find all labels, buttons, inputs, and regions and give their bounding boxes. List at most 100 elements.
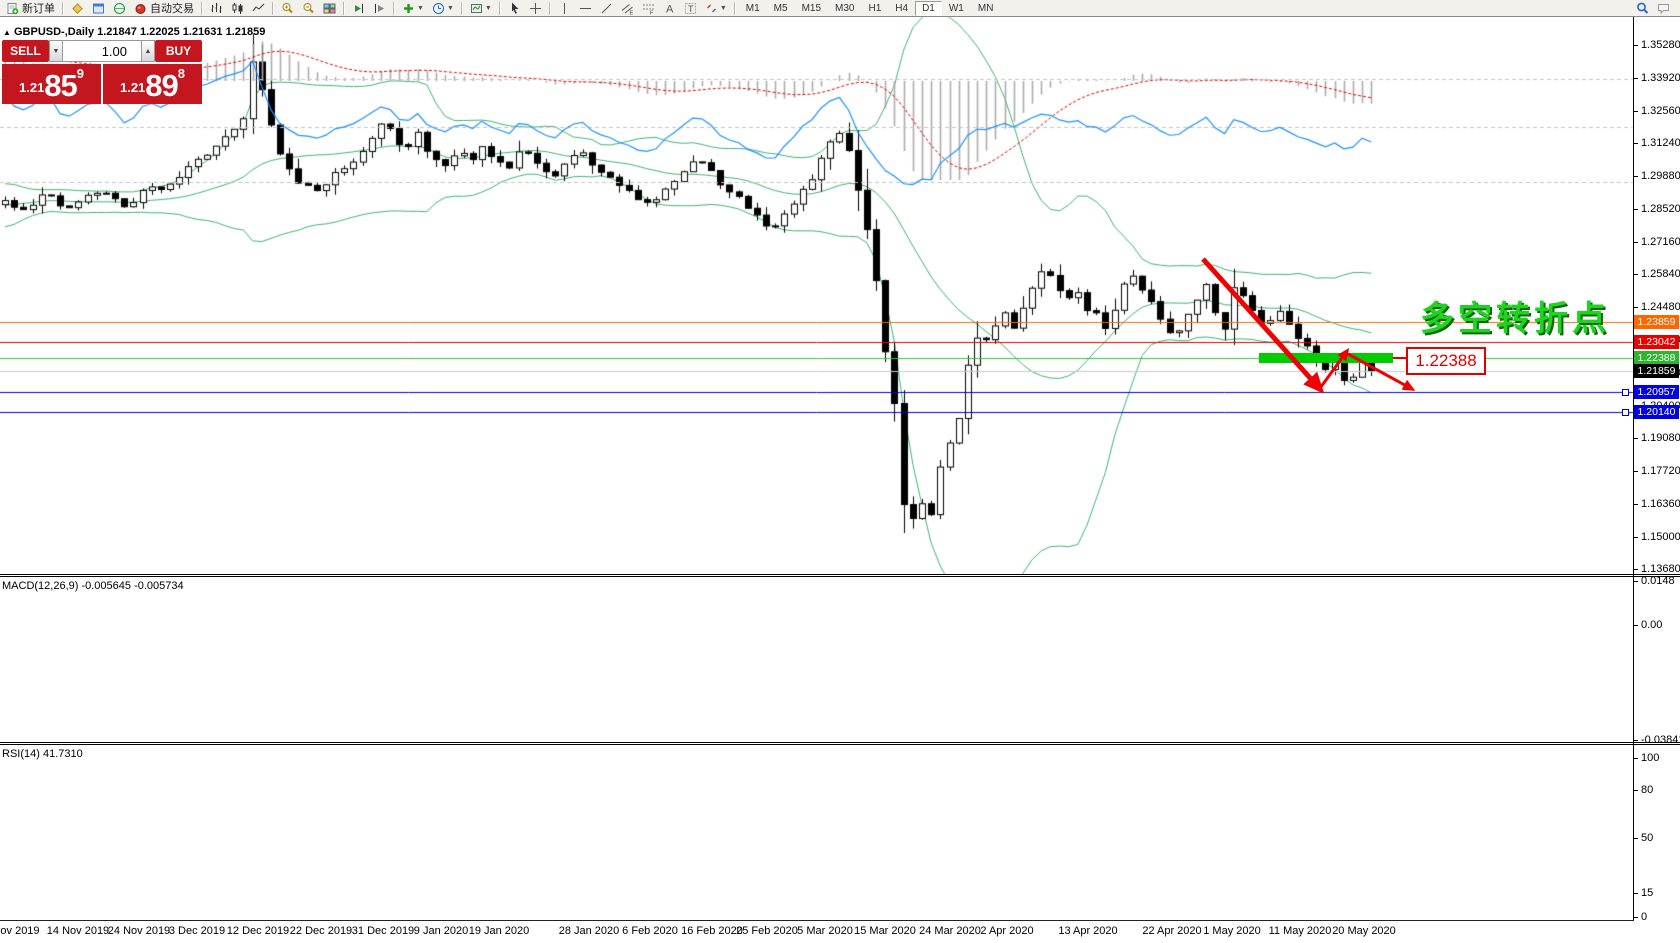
price-badge: 1.20957: [1634, 385, 1679, 399]
support-zone-bar[interactable]: [1259, 353, 1393, 363]
buy-price-prefix: 1.21: [119, 80, 146, 95]
sell-price-sup: 9: [76, 66, 85, 81]
data-window-button[interactable]: [89, 0, 108, 17]
auto-scroll-button[interactable]: [349, 0, 368, 17]
toolbar-separator: [201, 1, 203, 15]
price-badge: 1.21859: [1634, 364, 1679, 378]
hline-drag-handle[interactable]: [1622, 409, 1629, 416]
date-tick-label: 13 Apr 2020: [1058, 925, 1118, 937]
date-tick-label: 22 Apr 2020: [1142, 925, 1202, 937]
autotrading-icon: [134, 2, 147, 15]
svg-text:T: T: [688, 4, 694, 14]
zoomin-icon: [281, 2, 294, 15]
macd-tick-mark: [1634, 740, 1638, 741]
price-tick-mark: [1634, 438, 1638, 439]
autotrading-button[interactable]: 自动交易: [131, 0, 197, 17]
sell-price-display[interactable]: 1.21 85 9: [2, 64, 103, 104]
timeframe-m5-button[interactable]: M5: [773, 2, 788, 14]
price-badge: 1.22388: [1634, 351, 1679, 365]
timeframe-w1-button[interactable]: W1: [948, 2, 964, 14]
chevron-down-icon[interactable]: ▼: [446, 4, 454, 12]
chevron-down-icon[interactable]: ▼: [484, 4, 492, 12]
chart-shift-button[interactable]: [370, 0, 389, 17]
date-tick-label: 16 Feb 2020: [681, 925, 743, 937]
greenglobe-icon: [113, 2, 126, 15]
line-chart-button[interactable]: [249, 0, 268, 17]
channel-button[interactable]: E: [618, 0, 637, 17]
price-badge: 1.20140: [1634, 405, 1679, 419]
buy-button[interactable]: BUY: [155, 40, 202, 62]
timeframe-m15-button[interactable]: M15: [801, 2, 822, 14]
panel-separator: [0, 742, 1680, 743]
price-tick-label: 1.25840: [1641, 268, 1680, 280]
timeframe-mn-button[interactable]: MN: [977, 2, 994, 14]
text-label-button[interactable]: T: [681, 0, 700, 17]
arrows-button[interactable]: ▼: [702, 0, 730, 17]
indicators-button[interactable]: ▼: [399, 0, 427, 17]
chevron-down-icon[interactable]: ▼: [417, 4, 424, 12]
price-tick-mark: [1634, 274, 1638, 275]
indicators-icon: [402, 2, 415, 15]
trend-icon: [600, 2, 613, 15]
crosshair-button[interactable]: [526, 0, 545, 17]
tile-windows-button[interactable]: [320, 0, 339, 17]
new-order-button[interactable]: 新订单: [3, 0, 58, 17]
zoom-in-button[interactable]: [278, 0, 297, 17]
toolbar-separator: [460, 1, 463, 15]
trendline-button[interactable]: [597, 0, 616, 17]
cursor-button[interactable]: [505, 0, 524, 17]
turning-point-annotation[interactable]: 多空转折点: [1420, 300, 1610, 338]
neworder-icon: [6, 2, 19, 15]
toolbar-separator: [733, 1, 736, 15]
timeframe-h4-button[interactable]: H4: [895, 2, 909, 14]
navigator-button[interactable]: [110, 0, 129, 17]
rsi-panel-canvas[interactable]: [0, 17, 1634, 191]
text-button[interactable]: A: [660, 0, 679, 17]
periods-button[interactable]: ▼: [429, 0, 457, 17]
timeframe-m1-button[interactable]: M1: [745, 2, 760, 14]
template-icon: [470, 2, 483, 15]
candlestick-chart-button[interactable]: [228, 0, 247, 17]
chat-icon: [1657, 2, 1670, 15]
chart-window[interactable]: ▲ GBPUSD-,Daily 1.21847 1.22025 1.21631 …: [0, 17, 1680, 943]
price-tick-mark: [1634, 471, 1638, 472]
volume-decrease-button[interactable]: ▼: [49, 40, 63, 62]
panel-separator: [0, 576, 1680, 577]
volume-input[interactable]: 1.00: [63, 40, 141, 62]
buy-price-big: 89: [145, 68, 178, 103]
labelT-icon: T: [684, 2, 697, 15]
rsi-indicator-label: RSI(14) 41.7310: [2, 748, 83, 760]
price-label-box[interactable]: 1.22388: [1406, 347, 1486, 375]
timeframe-d1-button[interactable]: D1: [915, 0, 942, 16]
date-tick-label: 28 Jan 2020: [558, 925, 620, 937]
shift-icon: [373, 2, 386, 15]
vertical-line-button[interactable]: [555, 0, 574, 17]
timeframe-m30-button[interactable]: M30: [835, 2, 855, 14]
price-tick-label: 1.35280: [1641, 39, 1680, 51]
market-watch-button[interactable]: [68, 0, 87, 17]
goldcube-icon: [71, 2, 84, 15]
search-button[interactable]: [1633, 0, 1652, 17]
chevron-down-icon[interactable]: ▼: [719, 4, 727, 12]
price-tick-mark: [1634, 307, 1638, 308]
templates-button[interactable]: ▼: [467, 0, 495, 17]
fibonacci-button[interactable]: F: [639, 0, 658, 17]
timeframe-h1-button[interactable]: H1: [868, 2, 882, 14]
price-tick-label: 1.15000: [1641, 531, 1680, 543]
horizontal-line-button[interactable]: [576, 0, 595, 17]
price-tick-mark: [1634, 111, 1638, 112]
date-tick-label: 2 Apr 2020: [980, 925, 1034, 937]
toolbar-separator: [393, 1, 395, 15]
macd-tick-label: 0.0148: [1641, 575, 1675, 587]
volume-increase-button[interactable]: ▲: [141, 40, 155, 62]
chat-button[interactable]: [1654, 0, 1673, 17]
panel-separator: [0, 744, 1680, 745]
sell-button[interactable]: SELL: [2, 40, 49, 62]
buy-price-display[interactable]: 1.21 89 8: [103, 64, 202, 104]
price-tick-label: 1.29880: [1641, 170, 1680, 182]
macd-tick-label: -0.038415: [1641, 734, 1680, 746]
zoom-out-button[interactable]: [299, 0, 318, 17]
bar-chart-button[interactable]: [207, 0, 226, 17]
window-collapse-icon[interactable]: ▲: [3, 28, 11, 37]
hline-drag-handle[interactable]: [1622, 389, 1629, 396]
